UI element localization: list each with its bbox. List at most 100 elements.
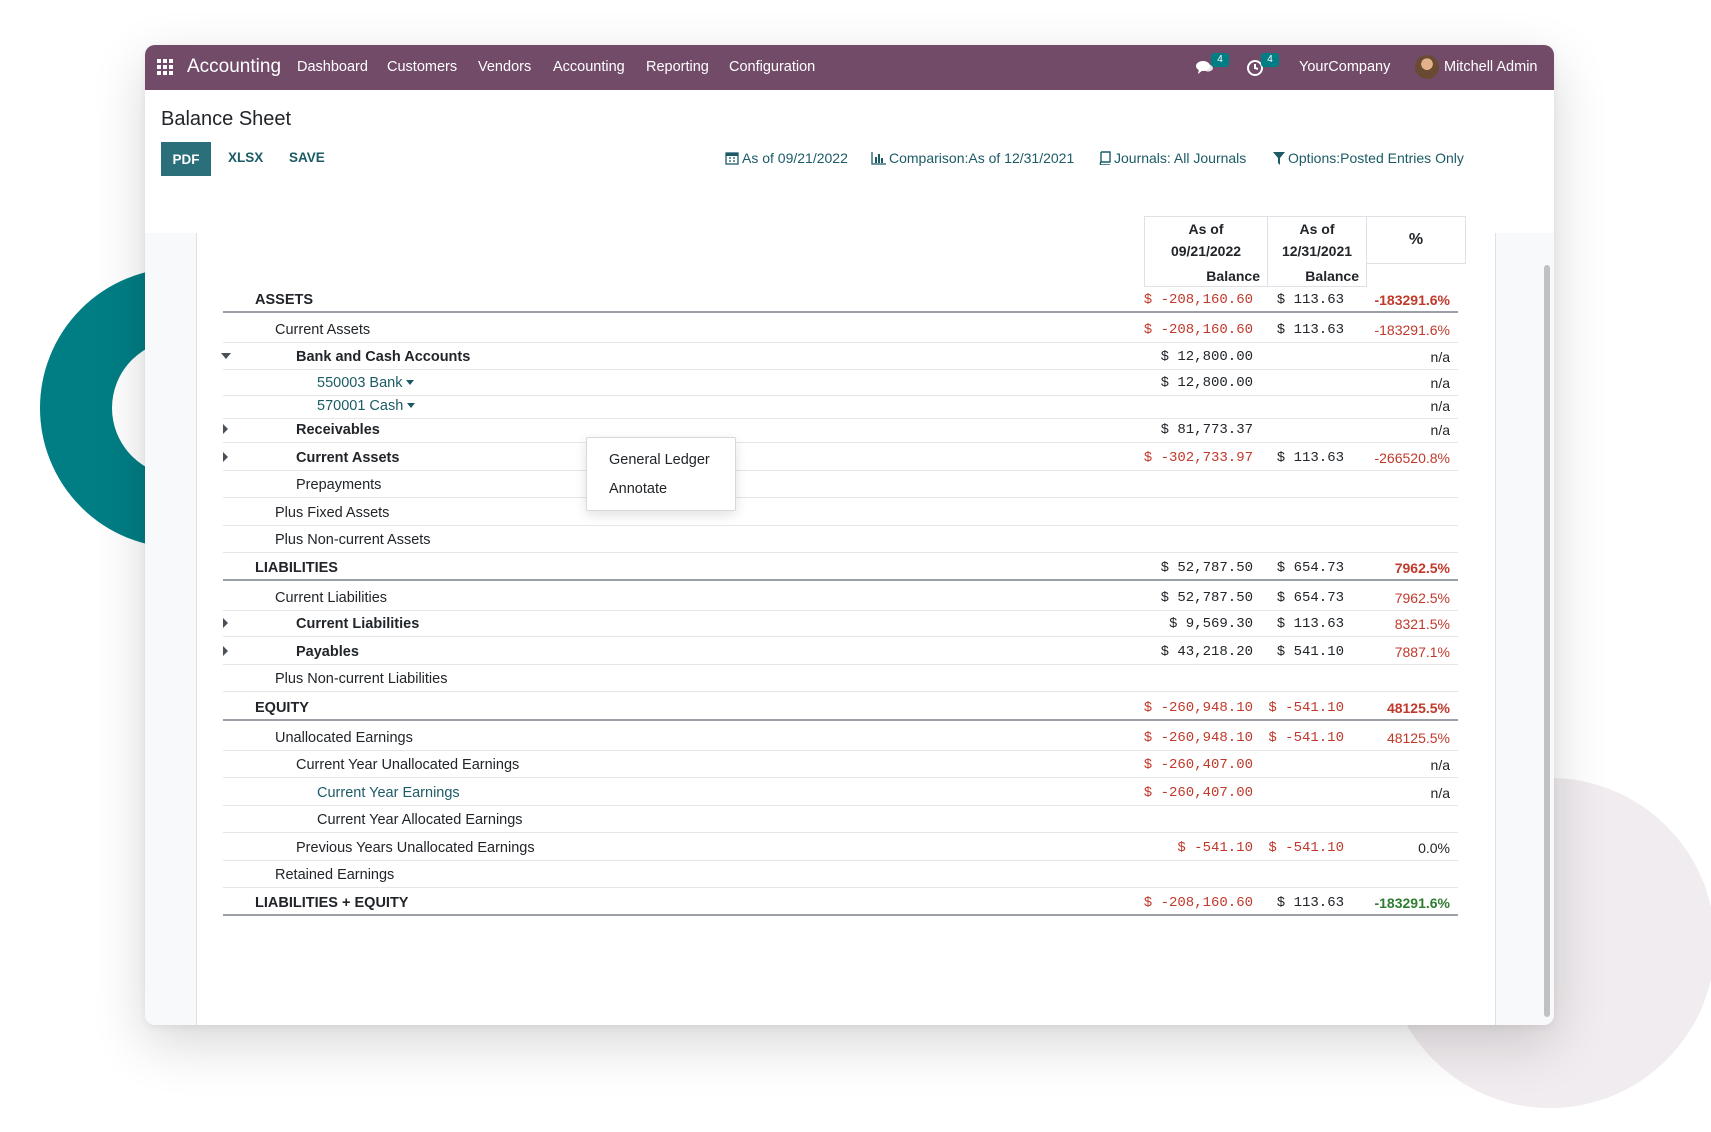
comparison-balance-cell: $ 113.63 <box>1276 895 1344 911</box>
comparison-balance-cell: $ -541.10 <box>1268 840 1344 856</box>
date-filter[interactable]: As of 09/21/2022 <box>725 150 848 166</box>
table-row: 570001 Cash n/a <box>223 398 1458 419</box>
xlsx-button[interactable]: XLSX <box>228 150 264 165</box>
messages-icon[interactable] <box>1195 57 1215 77</box>
row-label[interactable]: 550003 Bank <box>317 375 415 391</box>
row-label: Current Year Allocated Earnings <box>317 812 523 828</box>
app-window: Accounting Dashboard Customers Vendors A… <box>145 45 1554 1025</box>
current-balance-cell: $ -260,948.10 <box>1143 730 1253 746</box>
table-row: Unallocated Earnings $ -260,948.10 $ -541.… <box>223 730 1458 751</box>
table-row: Current Liabilities $ 9,569.30 $ 113.63 832… <box>223 616 1458 637</box>
table-row: Current Year Allocated Earnings <box>223 812 1458 833</box>
current-balance-cell: $ -541.10 <box>1177 840 1253 856</box>
menu-reporting[interactable]: Reporting <box>646 59 709 75</box>
current-balance-cell: $ 81,773.37 <box>1160 422 1253 438</box>
general-ledger-option[interactable]: General Ledger <box>609 452 710 468</box>
account-dropdown-caret-icon[interactable] <box>406 380 415 385</box>
col2-header-balance: Balance <box>1305 268 1359 284</box>
options-filter[interactable]: Options:Posted Entries Only <box>1273 150 1464 166</box>
row-label: EQUITY <box>255 700 309 716</box>
pct-header: % <box>1408 231 1424 248</box>
report-sheet <box>196 233 1496 1025</box>
menu-accounting[interactable]: Accounting <box>553 59 625 75</box>
current-balance-cell: $ 43,218.20 <box>1160 644 1253 660</box>
expand-caret-icon[interactable] <box>223 618 228 628</box>
percent-change-cell: n/a <box>1430 785 1450 801</box>
activities-clock-icon[interactable] <box>1245 57 1265 77</box>
row-label: Current Liabilities <box>275 590 388 606</box>
row-label: ASSETS <box>255 292 314 308</box>
row-label[interactable]: Current Assets <box>296 450 400 466</box>
expand-caret-icon[interactable] <box>223 646 228 656</box>
menu-configuration[interactable]: Configuration <box>729 59 816 75</box>
row-label[interactable]: Payables <box>296 644 359 660</box>
date-filter-label: As of 09/21/2022 <box>742 150 848 166</box>
comparison-filter-label: Comparison:As of 12/31/2021 <box>889 150 1075 166</box>
col2-header-line2: 12/31/2021 <box>1281 243 1353 259</box>
account-dropdown-caret-icon[interactable] <box>407 403 416 408</box>
top-navbar: Accounting Dashboard Customers Vendors A… <box>145 45 1554 90</box>
table-row: Current Assets $ -208,160.60 $ 113.63 -1832… <box>223 322 1458 343</box>
col1-header-balance: Balance <box>1206 268 1260 284</box>
comparison-filter[interactable]: Comparison:As of 12/31/2021 <box>871 150 1074 166</box>
journals-filter-label: Journals: All Journals <box>1114 150 1247 166</box>
table-row: Plus Non-current Assets <box>223 532 1458 553</box>
comparison-balance-cell: $ 113.63 <box>1276 616 1344 632</box>
current-balance-cell: $ 52,787.50 <box>1160 560 1253 576</box>
percent-change-cell: 48125.5% <box>1386 730 1450 746</box>
col1-header-line2: 09/21/2022 <box>1170 243 1242 259</box>
company-switcher[interactable]: YourCompany <box>1299 59 1391 75</box>
current-balance-cell: $ 12,800.00 <box>1160 375 1253 391</box>
account-dropdown-menu: General Ledger Annotate <box>586 437 736 511</box>
percent-change-cell: -183291.6% <box>1374 895 1450 911</box>
menu-customers[interactable]: Customers <box>387 59 458 75</box>
expand-caret-icon[interactable] <box>223 452 228 462</box>
messages-badge: 4 <box>1211 53 1229 67</box>
percent-change-cell: 0.0% <box>1418 840 1450 856</box>
table-row: Plus Fixed Assets <box>223 505 1458 526</box>
save-button[interactable]: SAVE <box>289 150 325 165</box>
comparison-balance-cell: $ 113.63 <box>1276 322 1344 338</box>
comparison-balance-cell: $ 113.63 <box>1276 450 1344 466</box>
activities-badge: 4 <box>1261 53 1279 67</box>
user-menu[interactable]: Mitchell Admin <box>1444 59 1538 75</box>
current-balance-cell: $ -208,160.60 <box>1143 895 1253 911</box>
app-title[interactable]: Accounting <box>187 56 282 77</box>
table-row: Current Liabilities $ 52,787.50 $ 654.73 79… <box>223 590 1458 611</box>
table-row: Current Year Earnings $ -260,407.00 n/a <box>223 785 1458 806</box>
row-label[interactable]: Receivables <box>296 422 380 438</box>
percent-change-cell: -266520.8% <box>1374 450 1450 466</box>
user-avatar[interactable] <box>1415 55 1439 79</box>
table-row: Current Year Unallocated Earnings $ -260,… <box>223 757 1458 778</box>
pdf-button[interactable]: PDF <box>161 142 211 176</box>
vertical-scrollbar[interactable] <box>1544 265 1550 1017</box>
journals-filter[interactable]: Journals: All Journals <box>1098 150 1246 166</box>
row-label: Current Assets <box>275 322 371 338</box>
table-row: Current Assets $ -302,733.97 $ 113.63 -2665… <box>223 450 1458 471</box>
row-label[interactable]: Current Year Earnings <box>317 785 460 801</box>
row-label[interactable]: 570001 Cash <box>317 398 416 414</box>
collapse-caret-icon[interactable] <box>221 353 231 359</box>
col1-header-line1: As of <box>1188 221 1224 237</box>
menu-dashboard[interactable]: Dashboard <box>297 59 368 75</box>
row-label: Prepayments <box>296 477 382 493</box>
annotate-option[interactable]: Annotate <box>609 481 668 497</box>
current-balance-cell: $ -260,948.10 <box>1143 700 1253 716</box>
current-balance-cell: $ -302,733.97 <box>1143 450 1253 466</box>
expand-caret-icon[interactable] <box>223 424 228 434</box>
current-balance-cell: $ -208,160.60 <box>1143 292 1253 308</box>
row-label[interactable]: Current Liabilities <box>296 616 420 632</box>
apps-menu-icon[interactable] <box>157 59 173 75</box>
row-label[interactable]: Bank and Cash Accounts <box>296 349 471 365</box>
calendar-icon <box>725 152 739 165</box>
control-panel <box>145 90 1554 234</box>
percent-change-cell: n/a <box>1430 757 1450 773</box>
comparison-balance-cell: $ 113.63 <box>1276 292 1344 308</box>
menu-vendors[interactable]: Vendors <box>478 59 532 75</box>
section-row: ASSETS $ -208,160.60 $ 113.63 -183291.6% <box>223 292 1458 313</box>
row-label: Plus Fixed Assets <box>275 505 390 521</box>
table-row: Plus Non-current Liabilities <box>223 671 1458 692</box>
row-label: Previous Years Unallocated Earnings <box>296 840 535 856</box>
row-label: LIABILITIES + EQUITY <box>255 895 409 911</box>
current-balance-cell: $ 9,569.30 <box>1168 616 1253 632</box>
